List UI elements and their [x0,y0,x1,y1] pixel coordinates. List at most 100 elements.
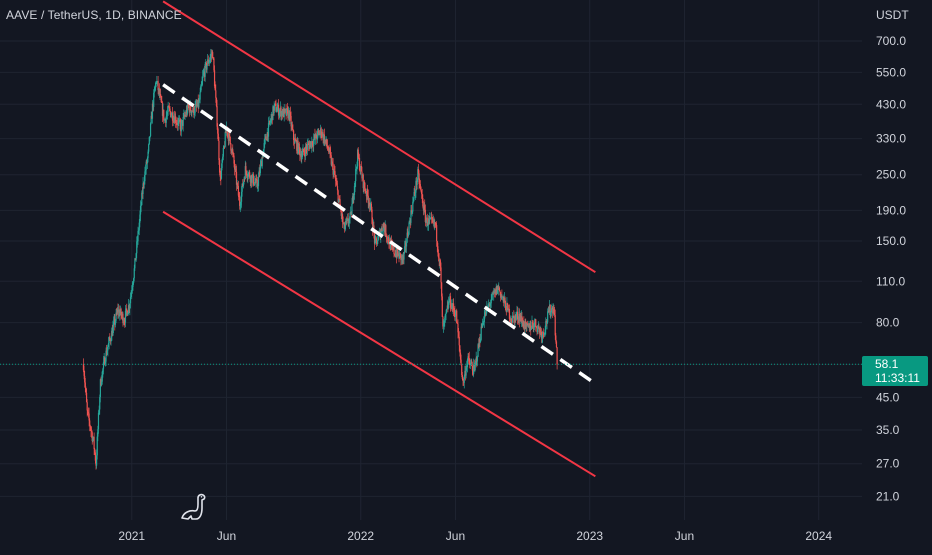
candle-211 [215,84,217,103]
candle-483 [385,233,388,243]
candle-394 [330,146,332,159]
candle-708 [527,320,529,326]
candle-328 [288,110,290,122]
candle-241 [234,160,236,176]
candle-271 [252,172,255,187]
candle-345 [299,147,301,161]
candle-278 [257,183,259,193]
candle-67 [124,304,127,327]
time-axis[interactable]: 2021 Jun 2022 Jun 2023 Jun 2024 [0,520,862,550]
candle-112 [153,89,155,111]
bar-countdown: 11:33:11 [875,371,920,386]
candle-527 [413,188,415,202]
candle-725 [537,321,539,330]
candle-626 [475,351,477,366]
candle-630 [478,338,480,349]
candle-176 [193,104,195,118]
candle-386 [325,139,327,145]
candle-438 [357,147,359,159]
candle-235 [230,143,232,154]
candle-559 [433,217,435,229]
price-chart[interactable] [0,0,862,520]
candle-558 [432,215,435,227]
price-axis[interactable]: USDT 700.0 550.0 430.0 330.0 250.0 190.0 150.0… [862,0,932,550]
trend-line-dashed[interactable] [162,83,597,386]
channel-lower-line[interactable] [162,210,596,478]
candle-536 [419,178,421,189]
candle-368 [313,133,315,145]
price-tick-label-11: 35.0 [876,423,900,437]
candle-509 [402,253,404,264]
candle-710 [528,320,530,329]
candle-370 [314,132,317,145]
candle-306 [274,100,277,107]
candle-24 [97,410,100,434]
candle-120 [158,87,160,97]
candle-728 [539,325,541,337]
candle-564 [436,240,438,252]
candle-183 [197,94,199,114]
candle-699 [521,312,523,324]
candle-428 [351,197,353,216]
candle-139 [170,110,172,118]
candle-378 [319,124,322,139]
candle-695 [518,308,521,328]
drawings-layer[interactable] [162,0,597,478]
dinosaur-icon[interactable] [178,492,214,522]
candle-610 [465,365,467,379]
candle-272 [253,184,255,186]
candle-366 [312,138,314,152]
candle-52 [115,309,117,323]
candle-636 [481,318,484,328]
candle-163 [185,111,187,117]
candle-169 [188,104,191,117]
candle-447 [363,181,365,194]
candle-9 [88,407,90,427]
candle-553 [429,217,431,219]
candle-418 [345,218,347,232]
candle-476 [381,223,383,232]
candle-58 [119,309,121,321]
candle-128 [163,109,165,124]
candle-86 [136,235,138,248]
candle-569 [439,258,442,271]
candle-209 [213,65,216,89]
candle-46 [111,324,113,337]
price-axis-currency: USDT [876,8,909,22]
candle-730 [540,328,543,343]
candle-604 [461,372,463,381]
candle-526 [412,197,415,204]
candle-379 [320,126,322,141]
candle-675 [506,297,508,313]
candle-533 [417,166,419,183]
candle-181 [196,99,198,108]
candle-401 [334,165,336,179]
candle-406 [337,189,339,206]
candle-133 [166,110,168,120]
candle-61 [121,311,123,319]
candle-398 [332,158,334,179]
candle-68 [125,308,127,316]
candle-484 [386,234,388,244]
candle-111 [152,101,154,112]
candle-263 [247,172,250,180]
channel-upper-line[interactable] [162,0,596,274]
candle-122 [159,88,161,100]
candle-196 [205,61,208,73]
price-axis-labels: USDT 700.0 550.0 430.0 330.0 250.0 190.0 150.0… [876,8,909,503]
candle-595 [456,308,458,324]
candle-449 [364,182,366,194]
candle-652 [491,291,494,300]
candle-301 [271,113,273,125]
candle-30 [101,370,103,385]
candle-706 [525,321,527,332]
chart-area[interactable] [0,0,862,520]
candle-80 [133,277,135,285]
candle-732 [542,330,544,343]
candle-190 [202,70,204,87]
candle-555 [431,211,433,224]
candle-515 [405,238,408,253]
symbol-title[interactable]: AAVE / TetherUS, 1D, BINANCE [6,8,182,22]
candle-210 [214,81,216,91]
candle-671 [503,292,506,308]
